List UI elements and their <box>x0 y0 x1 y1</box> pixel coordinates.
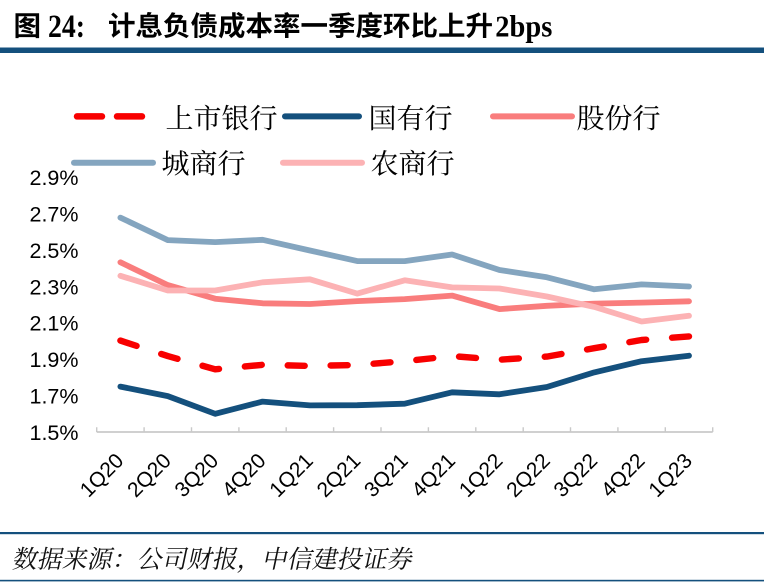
svg-text:1.5%: 1.5% <box>29 421 78 445</box>
svg-text:2bps: 2bps <box>495 8 552 43</box>
svg-text:24:: 24: <box>48 9 85 45</box>
svg-text:1.9%: 1.9% <box>29 348 78 372</box>
svg-text:2.3%: 2.3% <box>29 275 78 299</box>
svg-text:2.5%: 2.5% <box>29 239 78 263</box>
svg-text:2.1%: 2.1% <box>29 312 78 336</box>
svg-text:1.7%: 1.7% <box>29 385 78 409</box>
svg-text:2.7%: 2.7% <box>29 203 78 227</box>
svg-text:2.9%: 2.9% <box>29 166 78 190</box>
